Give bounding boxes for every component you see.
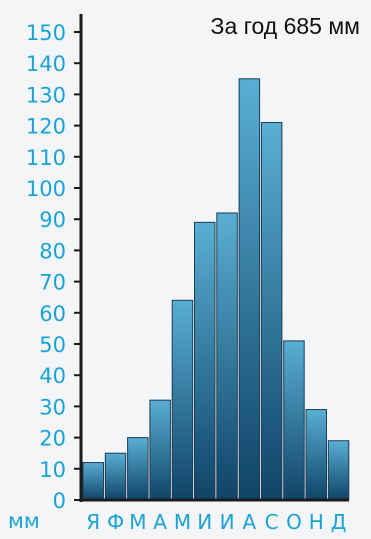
y-tick-label: 150 xyxy=(26,21,66,45)
y-tick-label: 80 xyxy=(39,239,66,263)
y-tick-label: 70 xyxy=(39,271,66,295)
y-tick-label: 30 xyxy=(39,395,66,419)
month-label: Ф xyxy=(107,510,124,534)
bar-1 xyxy=(82,462,104,501)
bar-3 xyxy=(127,437,149,501)
y-tick-label: 90 xyxy=(39,208,66,232)
y-tick-label: 0 xyxy=(53,489,66,513)
bar-8 xyxy=(238,78,261,501)
month-label: Д xyxy=(331,510,347,534)
bar-12 xyxy=(327,440,350,501)
month-label: А xyxy=(243,510,257,534)
y-tick-label: 40 xyxy=(39,364,66,388)
bar-6 xyxy=(194,221,216,501)
bar-2 xyxy=(104,452,127,501)
y-tick-label: 110 xyxy=(26,146,66,170)
y-tick-label: 50 xyxy=(39,333,66,357)
month-label: И xyxy=(220,510,235,534)
bar-5 xyxy=(171,299,194,501)
y-axis-ticks: 0 10 20 30 40 50 60 70 80 90 100 110 120 130 140 150 xyxy=(26,21,81,513)
month-label: М xyxy=(174,510,191,534)
y-tick-label: 60 xyxy=(39,302,66,326)
y-tick-label: 10 xyxy=(39,458,66,482)
y-tick-label: 120 xyxy=(26,115,66,139)
month-label: С xyxy=(265,510,279,534)
bars-group xyxy=(82,78,350,501)
month-label: М xyxy=(129,510,146,534)
bar-10 xyxy=(283,340,305,501)
y-tick-label: 20 xyxy=(39,427,66,451)
bar-7 xyxy=(216,212,238,501)
bar-9 xyxy=(260,121,283,501)
bar-4 xyxy=(149,399,171,501)
month-label: Я xyxy=(86,510,100,534)
month-label: А xyxy=(153,510,167,534)
bar-11 xyxy=(305,409,327,501)
month-label: О xyxy=(286,510,302,534)
y-tick-label: 140 xyxy=(26,52,66,76)
y-tick-label: 100 xyxy=(26,177,66,201)
y-tick-label: 130 xyxy=(26,83,66,107)
month-label: И xyxy=(197,510,212,534)
annual-total-annotation: За год 685 мм xyxy=(211,13,360,39)
y-unit-label: мм xyxy=(8,509,40,533)
month-label: Н xyxy=(309,510,324,534)
